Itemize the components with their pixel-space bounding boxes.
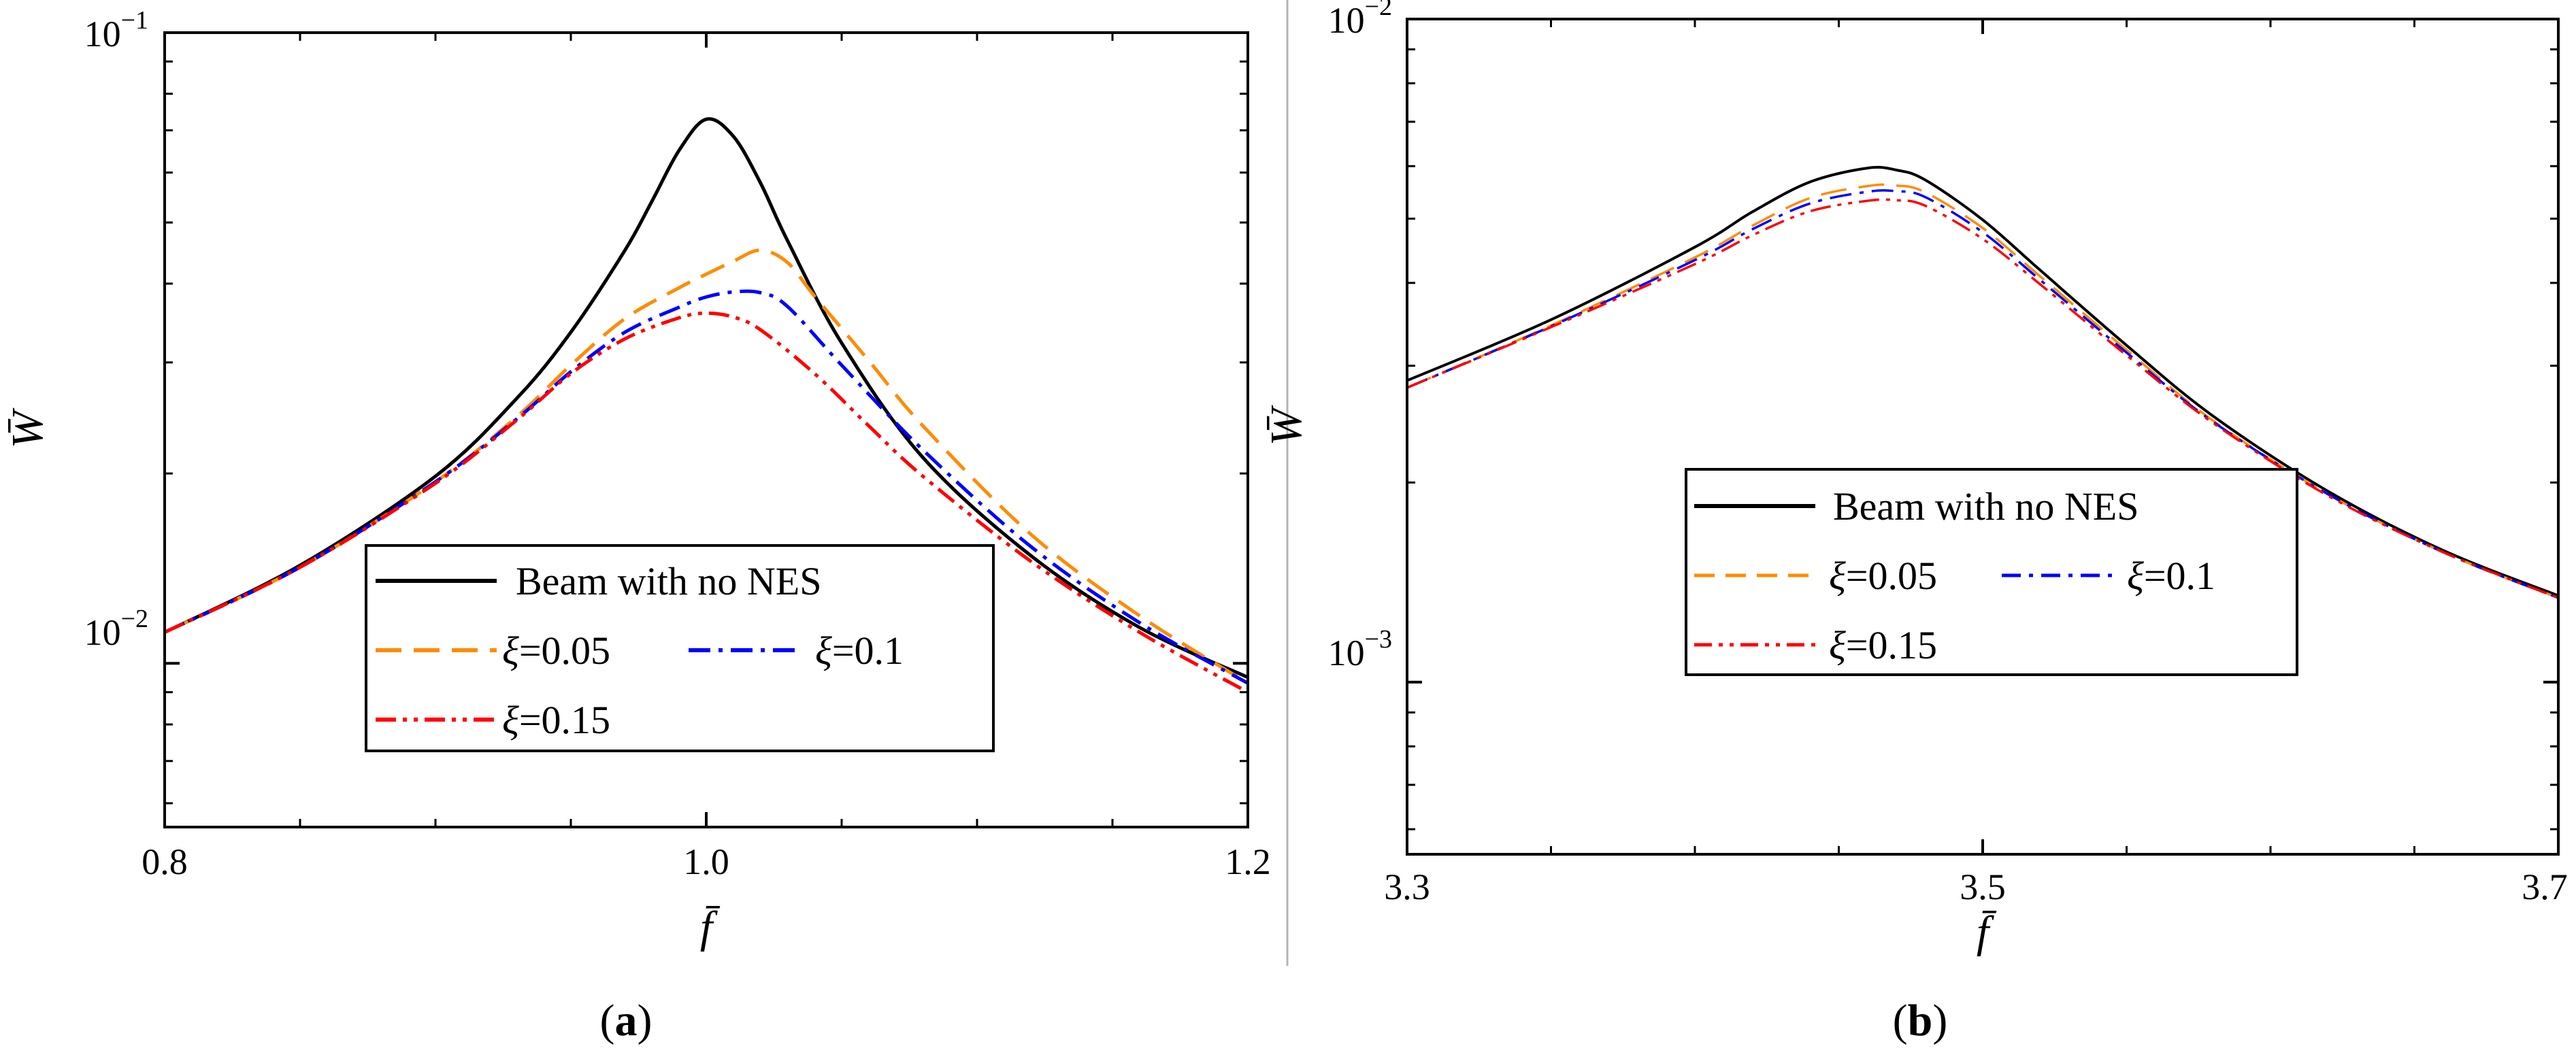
panel-b-legend-xi015-symbol: ξ xyxy=(1829,623,1846,667)
panel-b-ytick-bottom: 10−3 xyxy=(1328,625,1392,673)
panel-b-minor-ticks xyxy=(1406,18,2560,854)
panel-b-ytick-top-base: 10 xyxy=(1328,0,1365,41)
panel-b-legend-xi01-symbol: ξ xyxy=(2127,554,2144,598)
panel-b-plot-frame xyxy=(1406,18,2560,856)
panel-a-series-beam-no-nes xyxy=(163,117,1249,679)
panel-b: 10−2 10−3 3.3 3.5 3.7 f̄ W̄ Beam with no… xyxy=(1261,0,2568,1045)
panel-a-xtick-1: 1.0 xyxy=(683,841,729,882)
panel-a-legend-text-xi01: ξ=0.1 xyxy=(815,628,904,673)
panel-b-legend-text-xi005: ξ=0.05 xyxy=(1829,554,1937,598)
panel-a-legend-xi005-value: =0.05 xyxy=(519,628,610,673)
panel-b-legend-xi015-value: =0.15 xyxy=(1846,623,1937,667)
panel-b-series-xi-015 xyxy=(1406,198,2559,599)
panel-b-legend-box xyxy=(1685,468,2298,676)
panel-a-xtick-2: 1.2 xyxy=(1225,841,1271,882)
panel-a-ytick-bottom-exp: −2 xyxy=(121,605,148,633)
panel-a: 10−1 10−2 0.8 1.0 1.2 f̄ W̄ Beam with no… xyxy=(3,6,1271,1045)
panel-b-legend-text-base: Beam with no NES xyxy=(1833,484,2139,528)
panel-a-xtick-0: 0.8 xyxy=(142,841,188,882)
panel-a-legend-text-base: Beam with no NES xyxy=(516,559,821,603)
panel-b-ytick-bottom-base: 10 xyxy=(1328,633,1365,673)
panel-a-legend-xi01-value: =0.1 xyxy=(832,628,904,673)
panel-a-legend: Beam with no NES ξ=0.05 ξ=0.1 ξ=0.15 xyxy=(365,544,995,752)
panel-a-legend-xi005-symbol: ξ xyxy=(502,628,519,673)
panel-a-ytick-top: 10−1 xyxy=(84,6,148,54)
panel-b-ytick-top-exp: −2 xyxy=(1365,0,1392,21)
panel-a-series-xi-015 xyxy=(163,311,1249,694)
panel-b-curves xyxy=(1406,165,2559,599)
panel-a-caption-letter: a xyxy=(615,996,638,1045)
panel-b-series-beam-no-nes xyxy=(1406,165,2559,597)
panel-b-xtick-2: 3.7 xyxy=(2522,867,2568,907)
panel-b-legend-xi01-value: =0.1 xyxy=(2144,554,2215,598)
panel-b-xlabel: f̄ xyxy=(1977,907,1997,957)
panel-b-legend-text-xi015: ξ=0.15 xyxy=(1829,623,1937,667)
panel-a-caption-open: ( xyxy=(600,996,615,1045)
panel-a-legend-text-xi005: ξ=0.05 xyxy=(502,628,610,673)
panel-a-legend-xi015-value: =0.15 xyxy=(519,698,610,742)
panel-b-legend-text-xi01: ξ=0.1 xyxy=(2127,554,2215,598)
panel-b-legend-xi005-symbol: ξ xyxy=(1829,554,1846,598)
panel-b-series-xi-01 xyxy=(1406,189,2559,599)
panel-b-ylabel: W̄ xyxy=(1261,405,1311,446)
panel-b-ytick-bottom-exp: −3 xyxy=(1365,625,1392,654)
panel-b-caption: (b) xyxy=(1893,996,1948,1045)
panel-a-legend-text-xi015: ξ=0.15 xyxy=(502,698,610,742)
panel-a-ytick-top-base: 10 xyxy=(84,14,121,54)
panel-a-ytick-top-exp: −1 xyxy=(121,6,148,35)
panel-a-curves xyxy=(163,117,1249,694)
panel-a-plot-frame xyxy=(163,31,1249,828)
panel-b-legend: Beam with no NES ξ=0.05 ξ=0.1 ξ=0.15 xyxy=(1685,468,2298,676)
panel-a-caption: (a) xyxy=(600,996,653,1045)
panel-b-xtick-0: 3.3 xyxy=(1384,867,1430,907)
panel-a-ytick-bottom: 10−2 xyxy=(84,605,148,653)
panel-a-legend-xi015-symbol: ξ xyxy=(502,698,519,742)
panel-a-caption-close: ) xyxy=(638,996,653,1045)
panel-a-xlabel: f̄ xyxy=(700,903,721,952)
panel-a-ytick-bottom-base: 10 xyxy=(84,612,121,653)
panel-b-caption-letter: b xyxy=(1908,996,1933,1045)
panel-a-legend-xi01-symbol: ξ xyxy=(815,628,832,673)
panel-a-ylabel: W̄ xyxy=(3,407,52,448)
panel-b-caption-close: ) xyxy=(1932,996,1947,1045)
panel-b-xtick-1: 3.5 xyxy=(1960,867,2006,907)
panel-b-ytick-top: 10−2 xyxy=(1328,0,1392,41)
panel-b-legend-xi005-value: =0.05 xyxy=(1846,554,1937,598)
panel-b-caption-open: ( xyxy=(1893,996,1908,1045)
